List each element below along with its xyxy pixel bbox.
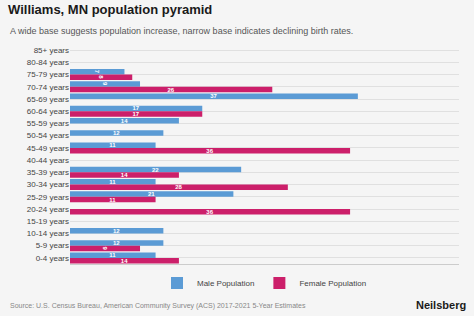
svg-text:21: 21 — [148, 191, 155, 197]
svg-text:Neilsberg: Neilsberg — [416, 299, 466, 311]
svg-text:11: 11 — [109, 142, 116, 148]
svg-text:28: 28 — [175, 184, 182, 190]
svg-text:37: 37 — [210, 93, 217, 99]
svg-text:36: 36 — [206, 148, 213, 154]
svg-text:9: 9 — [102, 82, 108, 86]
svg-text:17: 17 — [132, 105, 139, 111]
svg-text:17: 17 — [132, 111, 139, 117]
svg-text:A wide base suggests populatio: A wide base suggests population increase… — [10, 26, 353, 36]
svg-text:25-29 years: 25-29 years — [27, 193, 69, 202]
svg-text:55-59 years: 55-59 years — [27, 119, 69, 128]
svg-text:11: 11 — [109, 252, 116, 258]
svg-text:36: 36 — [206, 209, 213, 215]
svg-text:Source: U.S. Census Bureau, Am: Source: U.S. Census Bureau, American Com… — [10, 302, 306, 310]
svg-text:Female Population: Female Population — [299, 279, 366, 288]
svg-text:12: 12 — [113, 130, 120, 136]
svg-text:30-34 years: 30-34 years — [27, 180, 69, 189]
svg-text:Williams, MN population pyrami: Williams, MN population pyramid — [8, 2, 212, 17]
svg-text:5-9 years: 5-9 years — [36, 241, 69, 250]
svg-text:20-24 years: 20-24 years — [27, 205, 69, 214]
svg-text:65-69 years: 65-69 years — [27, 95, 69, 104]
svg-text:50-54 years: 50-54 years — [27, 131, 69, 140]
svg-text:7: 7 — [94, 70, 100, 74]
svg-text:11: 11 — [109, 197, 116, 203]
svg-text:35-39 years: 35-39 years — [27, 168, 69, 177]
svg-text:75-79 years: 75-79 years — [27, 70, 69, 79]
svg-text:70-74 years: 70-74 years — [27, 83, 69, 92]
svg-text:14: 14 — [121, 258, 128, 264]
svg-text:60-64 years: 60-64 years — [27, 107, 69, 116]
svg-text:40-44 years: 40-44 years — [27, 156, 69, 165]
svg-text:26: 26 — [167, 87, 174, 93]
svg-text:10-14 years: 10-14 years — [27, 229, 69, 238]
svg-text:12: 12 — [113, 228, 120, 234]
svg-text:45-49 years: 45-49 years — [27, 144, 69, 153]
svg-text:85+ years: 85+ years — [34, 46, 69, 55]
svg-text:15-19 years: 15-19 years — [27, 217, 69, 226]
svg-text:12: 12 — [113, 240, 120, 246]
svg-text:Male Population: Male Population — [197, 279, 254, 288]
svg-text:14: 14 — [121, 172, 128, 178]
svg-text:80-84 years: 80-84 years — [27, 58, 69, 67]
svg-text:14: 14 — [121, 118, 128, 124]
svg-text:8: 8 — [98, 75, 104, 79]
svg-text:11: 11 — [109, 179, 116, 185]
svg-text:0-4 years: 0-4 years — [36, 254, 69, 263]
svg-text:9: 9 — [102, 246, 108, 250]
svg-text:22: 22 — [152, 167, 159, 173]
